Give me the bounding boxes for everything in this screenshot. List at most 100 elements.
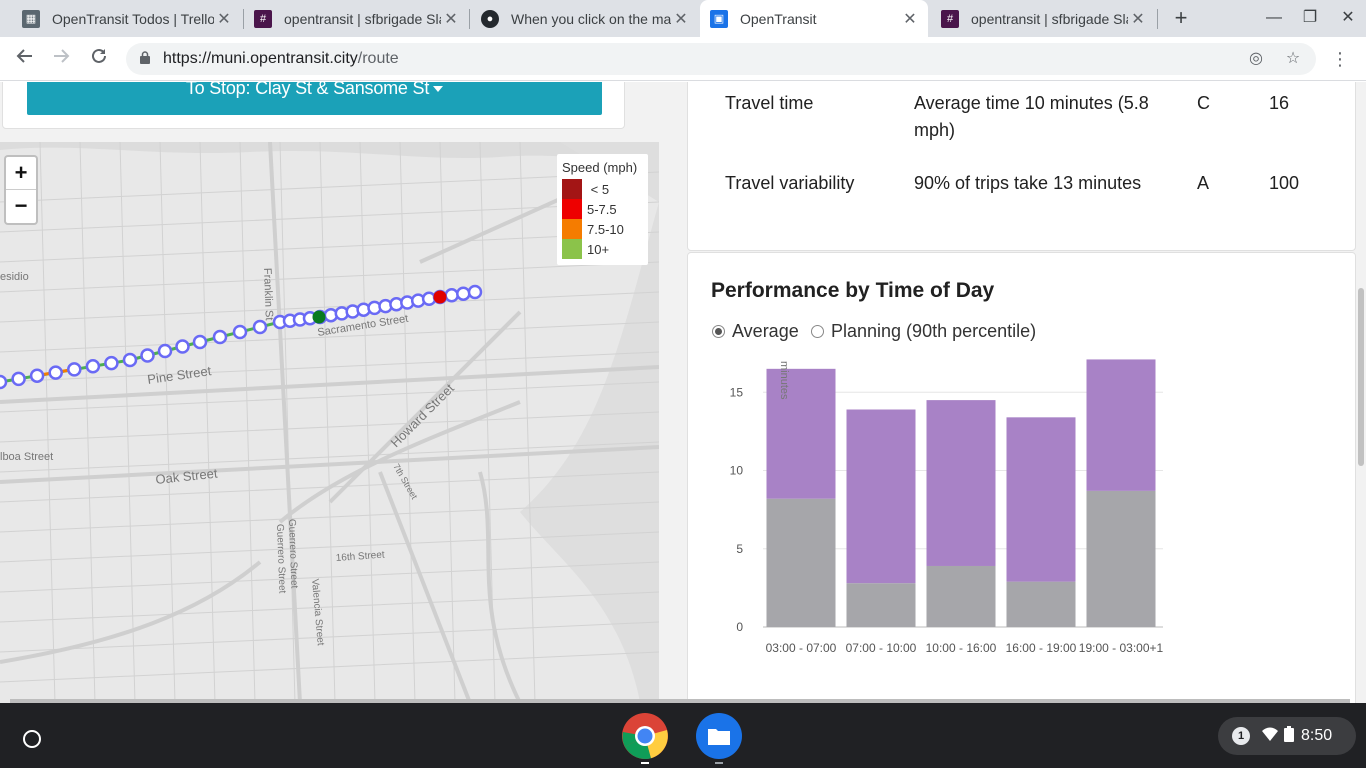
stop-marker[interactable] (467, 284, 483, 300)
vertical-scrollbar[interactable] (1358, 288, 1364, 466)
url-text: https://muni.opentransit.city/route (163, 50, 399, 68)
arrow-right-icon (54, 49, 70, 63)
launcher-button[interactable] (13, 720, 51, 758)
y-tick-label: 15 (730, 385, 744, 399)
right-panel: Travel time Average time 10 minutes (5.8… (687, 82, 1356, 703)
bar-segment[interactable] (926, 400, 996, 566)
x-tick-label: 03:00 - 07:00 (766, 641, 837, 655)
radio-button[interactable] (712, 325, 725, 338)
x-tick-label: 10:00 - 16:00 (926, 641, 997, 655)
close-icon[interactable]: ✕ (903, 10, 917, 28)
map-label-franklin: Franklin St (261, 268, 275, 321)
maximize-button[interactable]: ❐ (1302, 9, 1318, 26)
url-host: https://muni.opentransit.city (163, 50, 358, 67)
map-label-balboa: lboa Street (0, 451, 53, 463)
stop-selector-card: To Stop: Clay St & Sansome St (2, 82, 625, 129)
legend-title: Speed (mph) (562, 160, 638, 175)
close-icon[interactable]: ✕ (217, 10, 231, 28)
route-map[interactable]: esidio Franklin St Sacramento Street Pin… (0, 142, 659, 703)
x-tick-label: 07:00 - 10:00 (846, 641, 917, 655)
stop-marker[interactable] (157, 343, 173, 359)
back-button[interactable] (11, 45, 39, 73)
files-app-icon[interactable] (695, 712, 743, 764)
legend-label: 10+ (587, 241, 610, 257)
y-tick-label: 0 (736, 620, 743, 634)
stop-marker[interactable] (11, 371, 26, 387)
radio-planning[interactable]: Planning (90th percentile) (811, 321, 1036, 342)
radio-label: Average (732, 321, 799, 341)
stop-marker[interactable] (140, 348, 155, 363)
radio-button[interactable] (811, 325, 824, 338)
chrome-icon[interactable] (621, 712, 669, 764)
horizontal-scrollbar[interactable] (10, 699, 1350, 703)
bar-segment[interactable] (926, 565, 996, 627)
reload-button[interactable] (85, 45, 113, 73)
page-content: To Stop: Clay St & Sansome St (0, 82, 1366, 703)
tab-title: OpenTransit Todos | Trello (52, 10, 214, 27)
tab-slack-2[interactable]: # opentransit | sfbrigade Slack ✕ (931, 0, 1156, 37)
tab-strip: ▦ OpenTransit Todos | Trello ✕ # opentra… (0, 0, 1366, 37)
stop-marker[interactable] (67, 362, 82, 377)
start-stop-marker[interactable] (312, 310, 326, 324)
stop-marker[interactable] (104, 355, 119, 371)
map-labels: esidio Franklin St Sacramento Street Pin… (0, 268, 457, 647)
metric-name: Travel time (725, 93, 814, 113)
stop-marker[interactable] (192, 334, 208, 350)
tab-trello[interactable]: ▦ OpenTransit Todos | Trello ✕ (12, 0, 242, 37)
legend-label: < 5 (587, 181, 610, 197)
close-icon[interactable]: ✕ (674, 10, 688, 28)
stop-marker[interactable] (29, 368, 45, 383)
battery-icon (1284, 725, 1294, 747)
stop-marker[interactable] (232, 324, 248, 340)
stop-marker[interactable] (212, 329, 228, 345)
bar-segment[interactable] (766, 498, 836, 627)
forward-button[interactable] (47, 45, 75, 73)
bar-segment[interactable] (1006, 417, 1076, 582)
stop-marker[interactable] (48, 365, 63, 380)
tab-separator (243, 9, 244, 29)
radio-average[interactable]: Average (712, 321, 799, 342)
minimize-button[interactable]: — (1266, 9, 1282, 26)
end-stop-marker[interactable] (433, 290, 447, 304)
close-icon[interactable]: ✕ (1131, 10, 1145, 28)
star-icon[interactable]: ☆ (1285, 50, 1301, 67)
legend-item: 7.5-10 (562, 219, 643, 239)
tab-slack-1[interactable]: # opentransit | sfbrigade Slack ✕ (244, 0, 469, 37)
map-label-oak: Oak Street (155, 466, 219, 487)
notification-badge[interactable]: 1 (1232, 727, 1250, 745)
tab-github[interactable]: ● When you click on the map ✕ (471, 0, 699, 37)
legend-swatch (562, 199, 582, 219)
bar-segment[interactable] (1006, 581, 1076, 627)
location-icon[interactable]: ◎ (1249, 50, 1263, 67)
tab-title: opentransit | sfbrigade Slack (284, 10, 441, 27)
stop-marker[interactable] (0, 374, 8, 390)
map-label-sacramento: Sacramento Street (317, 313, 409, 339)
menu-icon[interactable]: ⋮ (1331, 49, 1349, 69)
bar-segment[interactable] (766, 368, 836, 499)
metric-value: 90% of trips take 13 minutes (914, 173, 1142, 193)
zoom-in-button[interactable]: + (6, 157, 36, 190)
new-tab-button[interactable]: + (1174, 5, 1188, 30)
legend-item: 5-7.5 (562, 199, 643, 219)
close-icon[interactable]: ✕ (444, 10, 458, 28)
stop-marker[interactable] (122, 352, 138, 368)
address-bar[interactable]: https://muni.opentransit.city/route ◎ ☆ (126, 43, 1316, 75)
stop-marker[interactable] (175, 339, 190, 354)
metric-score: 16 (1269, 93, 1290, 113)
bar-segment[interactable] (846, 583, 916, 627)
bar-segment[interactable] (1086, 490, 1156, 627)
bar-segment[interactable] (1086, 359, 1156, 491)
bar-segment[interactable] (846, 409, 916, 584)
to-stop-dropdown[interactable]: To Stop: Clay St & Sansome St (27, 82, 602, 115)
status-tray[interactable]: 1 8:50 (1218, 717, 1356, 755)
tab-opentransit[interactable]: ▣ OpenTransit ✕ (700, 0, 928, 37)
zoom-out-button[interactable]: − (14, 193, 28, 218)
stop-marker[interactable] (85, 359, 101, 374)
map-label-guerrero-1: Guerrero Street (286, 519, 299, 589)
metric-name: Travel variability (725, 173, 855, 193)
map-label-16th: 16th Street (335, 550, 385, 564)
metric-score: 100 (1269, 173, 1300, 193)
close-window-button[interactable]: ✕ (1341, 9, 1355, 26)
stop-marker[interactable] (252, 319, 268, 335)
map-label-7th: 7th Street (391, 462, 419, 501)
